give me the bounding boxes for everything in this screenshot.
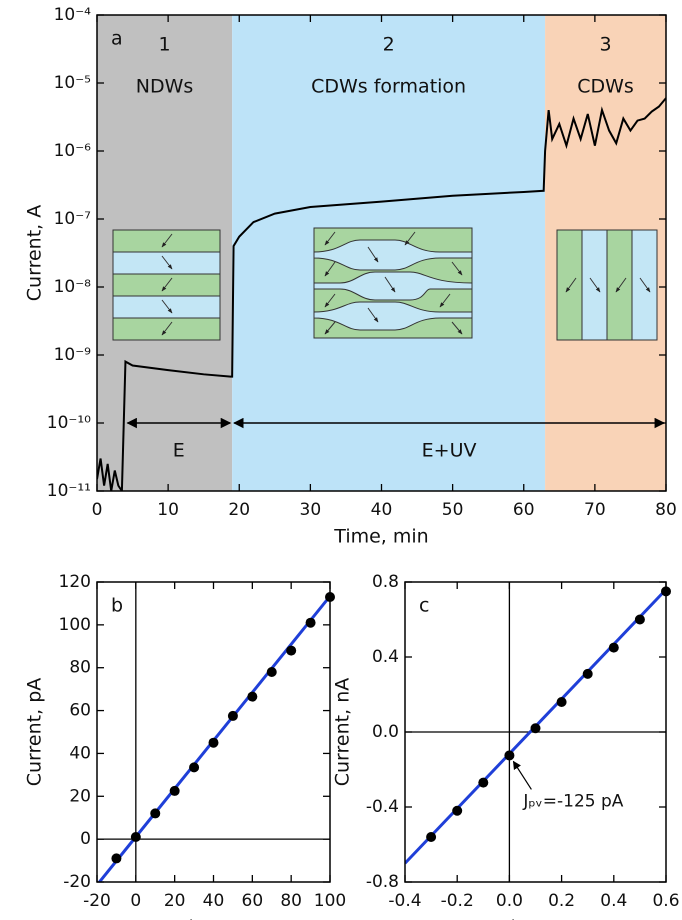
data-point (530, 723, 541, 734)
region-number: 2 (383, 34, 395, 56)
annotation: Jₚᵥ=-125 pA (522, 791, 623, 811)
y-tick-label: 0.4 (372, 647, 399, 667)
x-tick-label: 70 (584, 500, 606, 520)
y-tick-label: 10⁻⁵ (54, 73, 91, 93)
y-tick-label: 10⁻⁶ (54, 141, 92, 161)
span-label: E+UV (422, 440, 477, 462)
x-tick-label: 100 (314, 891, 346, 911)
x-tick-label: 50 (442, 500, 464, 520)
data-point (556, 697, 567, 707)
x-tick-label: 0.0 (496, 891, 523, 911)
y-axis-title: Current, nA (332, 678, 354, 786)
y-tick-label: -0.8 (366, 872, 399, 892)
data-point (634, 614, 645, 625)
y-tick-label: 100 (59, 615, 91, 635)
span-label: E (173, 440, 185, 462)
data-point (130, 832, 141, 842)
x-tick-label: 30 (300, 500, 322, 520)
y-tick-label: -0.4 (366, 797, 399, 817)
ndw-diagram (112, 229, 221, 341)
plot-frame (96, 14, 667, 492)
y-tick-label: 10⁻⁹ (54, 345, 92, 365)
data-line (97, 97, 666, 491)
domain-diagrams (112, 227, 658, 341)
x-tick-label: 40 (203, 891, 225, 911)
y-tick-label: 80 (69, 658, 91, 678)
plot-frame (96, 581, 331, 883)
y-tick-label: 120 (59, 572, 91, 592)
data-point (247, 691, 258, 702)
region-number: 3 (599, 34, 611, 56)
y-tick-label: 10⁻¹⁰ (47, 413, 91, 433)
panel-label: b (111, 595, 123, 617)
data-point (305, 617, 316, 628)
x-tick-label: 60 (513, 500, 535, 520)
y-tick-label: 40 (69, 743, 91, 763)
x-tick-label: -20 (83, 891, 111, 911)
y-tick-label: 0.8 (372, 572, 399, 592)
y-tick-label: 0 (80, 829, 91, 849)
y-axis-title: Current, A (24, 205, 46, 301)
data-point (452, 805, 463, 816)
x-tick-label: 20 (228, 500, 250, 520)
x-tick-label: 0.6 (652, 891, 679, 911)
x-tick-label: 0 (130, 891, 141, 911)
data-point (582, 668, 593, 679)
x-tick-label: 80 (280, 891, 302, 911)
data-point (208, 737, 219, 748)
panel-label: a (111, 28, 123, 50)
y-tick-label: 60 (69, 701, 91, 721)
data-point (189, 762, 200, 773)
annotation-arrow (512, 760, 532, 790)
x-tick-label: 0.2 (548, 891, 575, 911)
x-tick-label: -0.4 (388, 891, 421, 911)
data-point (286, 645, 297, 656)
plot-frame (404, 581, 667, 883)
y-tick-label: 20 (69, 786, 91, 806)
data-point (169, 785, 180, 796)
data-point (426, 832, 437, 842)
x-tick-label: 60 (242, 891, 264, 911)
panel-label: c (419, 595, 429, 617)
x-axis-title: Time, min (333, 526, 428, 548)
x-tick-label: 40 (371, 500, 393, 520)
data-point (111, 853, 122, 864)
data-point (504, 750, 515, 761)
x-axis-title: Voltage, V (487, 917, 583, 920)
region-label: CDWs (577, 76, 634, 98)
y-tick-label: 10⁻⁸ (54, 277, 92, 297)
y-tick-label: -20 (63, 872, 91, 892)
y-tick-label: 0.0 (372, 722, 399, 742)
data-point (266, 667, 277, 677)
y-tick-label: 10⁻⁴ (54, 5, 92, 25)
x-tick-label: -0.2 (441, 891, 474, 911)
region-label: CDWs formation (311, 76, 466, 98)
x-tick-label: 0 (92, 500, 103, 520)
cdw-formation-diagram (313, 227, 473, 339)
x-tick-label: 10 (157, 500, 179, 520)
x-tick-label: 80 (655, 500, 677, 520)
cdw-diagram (556, 229, 658, 341)
region-label: NDWs (136, 76, 194, 98)
y-tick-label: 10⁻¹¹ (47, 481, 91, 501)
data-point (478, 777, 489, 788)
x-tick-label: 20 (164, 891, 186, 911)
x-axis-title: Voltage, V (165, 917, 261, 920)
y-axis-title: Current, pA (24, 678, 46, 787)
data-point (608, 642, 619, 653)
region-number: 1 (159, 34, 171, 56)
data-point (227, 710, 238, 721)
x-tick-label: 0.4 (600, 891, 627, 911)
data-point (150, 808, 161, 819)
y-tick-label: 10⁻⁷ (54, 209, 92, 229)
